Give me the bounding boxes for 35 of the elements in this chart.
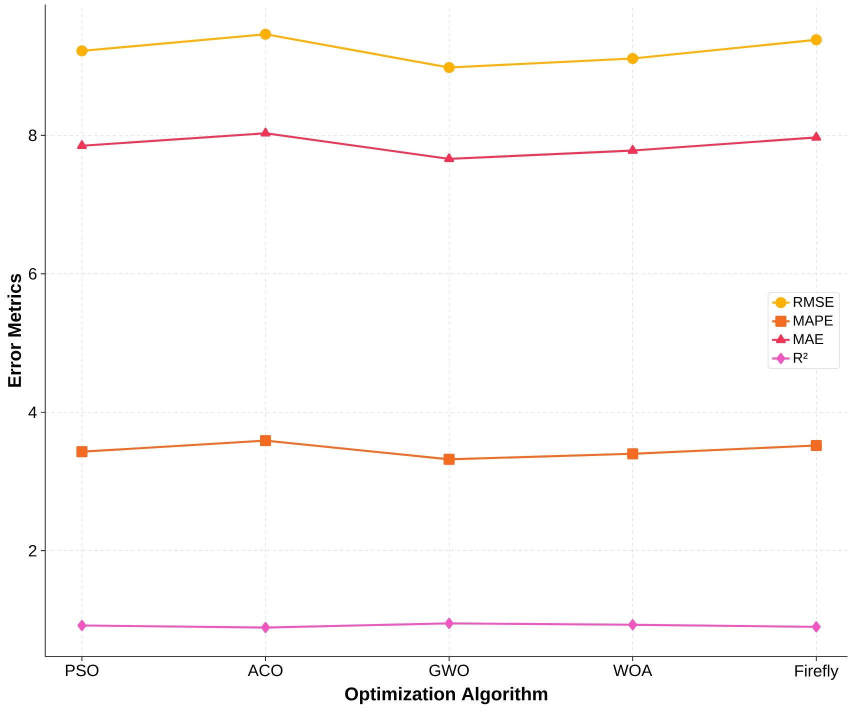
x-tick-label: Firefly [795, 664, 839, 680]
y-tick-label: 8 [28, 130, 37, 142]
x-tick-label: PSO [66, 664, 98, 676]
point [812, 621, 821, 633]
point [628, 619, 638, 630]
point [260, 128, 270, 137]
point [444, 454, 455, 465]
y-tick-label: 6 [28, 268, 36, 280]
point [810, 34, 822, 46]
point [444, 153, 454, 162]
point [811, 132, 822, 141]
y-tick-label: 4 [28, 406, 37, 418]
point [76, 45, 88, 57]
point [261, 622, 270, 634]
legend-label: MAE [794, 334, 824, 344]
point [810, 440, 822, 452]
legend-label: R² [794, 352, 808, 363]
point [444, 618, 454, 630]
point [76, 446, 88, 458]
x-tick-label: ACO [248, 664, 282, 676]
point [627, 53, 638, 64]
x-axis-title: Optimization Algorithm [345, 687, 548, 704]
point [627, 448, 638, 460]
legend-label: RMSE [794, 297, 834, 308]
point [444, 62, 455, 74]
point [628, 145, 638, 154]
point [260, 28, 272, 40]
point [260, 435, 272, 446]
y-axis-title: Error Metrics [8, 274, 22, 387]
x-tick-label: WOA [613, 664, 652, 676]
x-tick-label: GWO [429, 664, 469, 676]
y-tick-label: 2 [28, 545, 36, 557]
point [77, 140, 87, 150]
point [78, 620, 86, 632]
legend-label: MAPE [794, 316, 833, 326]
